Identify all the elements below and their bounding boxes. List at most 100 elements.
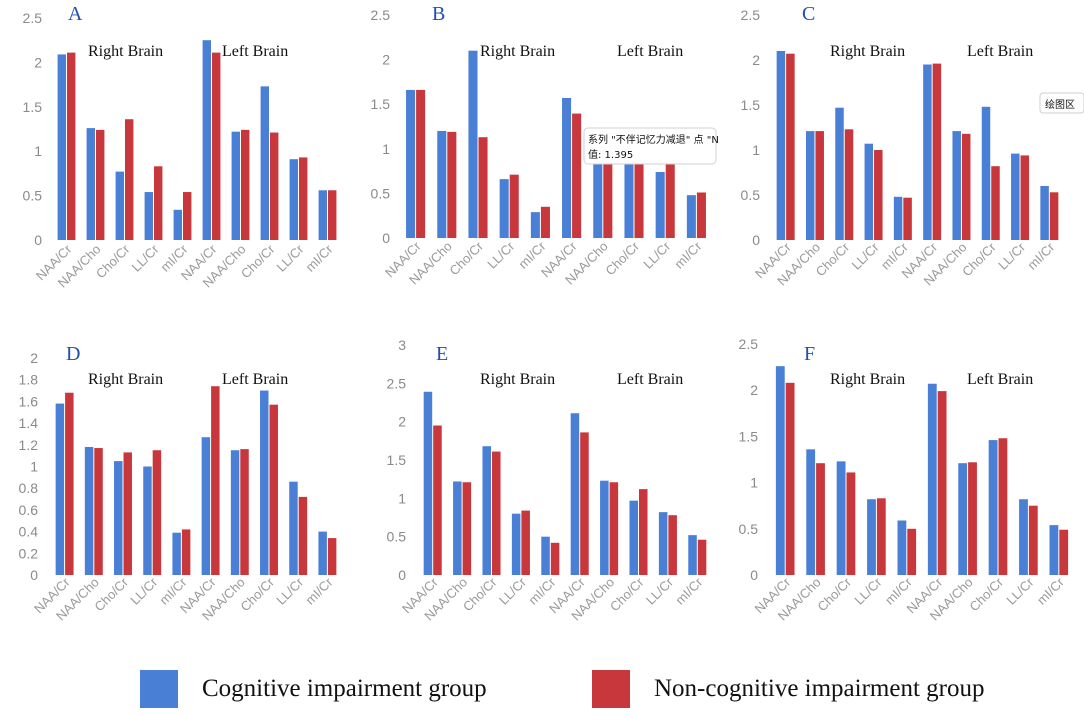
y-tick-label: 1.5 [23,99,43,115]
bar-noncognitive [668,515,677,575]
bar-cognitive [655,171,665,238]
right-brain-label: Right Brain [88,371,163,388]
bar-cognitive [453,481,462,575]
bar-noncognitive [211,386,220,575]
category-label: Cho/Cr [813,239,853,279]
right-brain-label: Right Brain [830,371,905,388]
legend-swatch-noncognitive [592,670,630,708]
bar-noncognitive [580,432,589,575]
bar-noncognitive [816,463,825,575]
bar-noncognitive [696,192,706,238]
category-label: LL/Cr [496,574,530,608]
chart-panel-d: 00.20.40.60.811.21.41.61.82NAA/CrNAA/Cho… [19,343,337,623]
bar-cognitive [570,413,580,575]
bar-noncognitive [521,510,530,575]
panel-title: B [432,3,445,25]
bar-cognitive [864,143,874,240]
bar-cognitive [688,535,697,575]
category-label: Cho/Cr [93,241,133,281]
bar-cognitive [600,480,609,575]
bar-noncognitive [462,482,472,575]
bar-noncognitive [697,539,707,575]
bar-cognitive [629,500,638,575]
bar-cognitive [468,50,478,239]
bar-cognitive [658,512,668,575]
bar-cognitive [201,437,211,575]
y-tick-label: 0.5 [739,521,759,537]
category-label: Cho/Cr [238,241,278,281]
bar-cognitive [202,40,211,241]
category-label: Cho/Cr [607,574,647,614]
bar-noncognitive [876,498,886,575]
tooltip-box [583,127,717,165]
bar-cognitive [172,532,181,575]
category-label: LL/Cr [273,574,307,608]
bar-cognitive [406,89,416,238]
panel-title: E [436,343,448,365]
category-label: mI/Cr [672,574,706,608]
bar-cognitive [952,131,961,240]
category-label: LL/Cr [274,241,308,275]
bar-cognitive [775,366,785,575]
bar-cognitive [805,131,815,240]
right-brain-label: Right Brain [480,371,555,388]
y-tick-label: 0 [398,567,406,583]
bar-cognitive [593,159,603,238]
chart-panel-e: 00.511.522.53NAA/CrNAA/ChoCho/CrLL/CrmI/… [387,337,707,623]
legend-swatch-cognitive [140,670,178,708]
category-label: LL/Cr [129,241,163,275]
bar-cognitive [836,461,846,575]
y-tick-label: 1.5 [371,96,391,112]
y-tick-label: 0.2 [19,545,39,561]
bar-cognitive [562,97,572,239]
bar-cognitive [981,106,991,240]
category-label: LL/Cr [484,238,518,272]
bar-noncognitive [961,133,971,240]
bar-cognitive [923,64,932,240]
y-tick-label: 2.5 [387,375,407,391]
bar-cognitive [988,440,998,575]
category-label: mI/Cr [1024,239,1058,273]
y-tick-label: 2 [398,414,406,430]
bar-noncognitive [991,166,1000,240]
legend-item-noncognitive: Non-cognitive impairment group [592,670,984,708]
y-tick-label: 2 [30,350,38,366]
left-brain-label: Left Brain [967,371,1033,388]
panel-title: F [804,343,815,365]
bar-cognitive [260,390,269,575]
y-tick-label: 2.5 [741,7,761,23]
category-label: Cho/Cr [814,574,854,614]
bar-cognitive [511,513,521,575]
y-tick-label: 1 [752,142,760,158]
bar-cognitive [173,209,182,240]
bar-noncognitive [1028,505,1038,575]
y-tick-label: 0.5 [387,529,407,545]
bar-cognitive [231,131,240,240]
y-tick-label: 3 [398,337,406,353]
bar-noncognitive [786,53,795,241]
bar-noncognitive [639,489,648,575]
bar-noncognitive [509,174,519,238]
bar-cognitive [835,107,844,240]
category-label: LL/Cr [640,238,674,272]
bar-noncognitive [298,496,308,575]
left-brain-label: Left Brain [222,371,288,388]
category-label: Cho/Cr [602,238,642,278]
bar-noncognitive [125,119,134,240]
bar-noncognitive [433,425,442,575]
y-tick-label: 1.2 [19,437,39,453]
category-label: LL/Cr [127,574,161,608]
bar-noncognitive [1059,529,1069,575]
y-tick-label: 0 [752,232,760,248]
y-tick-label: 0.8 [19,480,39,496]
y-tick-label: 2 [382,52,390,68]
bar-cognitive [230,450,240,575]
category-label: LL/Cr [995,239,1029,273]
y-tick-label: 1.5 [741,97,761,113]
bar-noncognitive [665,161,675,238]
bar-cognitive [423,391,433,575]
bar-cognitive [499,179,509,238]
bar-noncognitive [1020,155,1030,240]
bar-cognitive [143,466,152,575]
bar-noncognitive [785,382,795,575]
